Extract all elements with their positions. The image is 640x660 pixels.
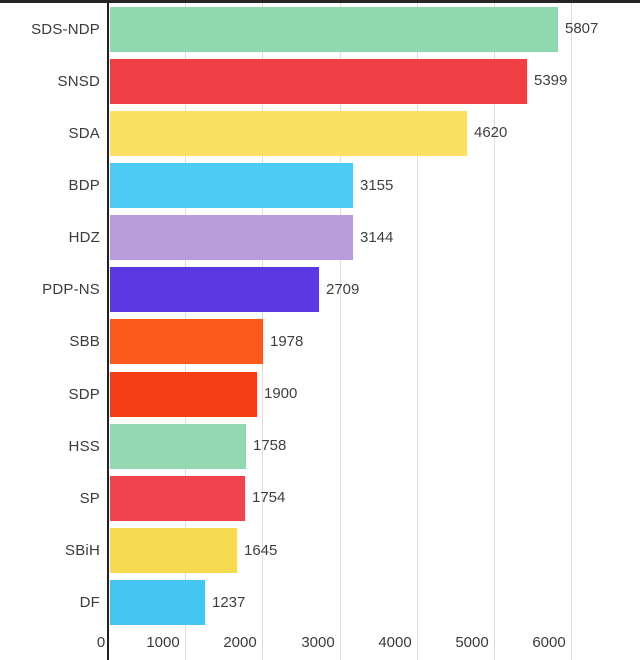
category-label: HDZ	[68, 229, 100, 247]
gridline-4000	[417, 3, 418, 660]
bar-row-sds-ndp: SDS-NDP 5807	[0, 3, 640, 55]
category-label: HSS	[68, 437, 100, 455]
bar-pdp-ns[interactable]	[110, 267, 319, 313]
x-tick-0: 0	[96, 634, 106, 651]
category-label: SBiH	[65, 542, 100, 560]
x-tick-3000: 3000	[301, 634, 335, 651]
value-label: 1237	[212, 593, 246, 611]
category-label: PDP-NS	[42, 281, 100, 299]
x-tick-1000: 1000	[146, 634, 180, 651]
category-label: SDP	[68, 385, 100, 403]
bar-df[interactable]	[110, 580, 205, 626]
category-label: SDS-NDP	[31, 20, 100, 38]
top-border	[0, 0, 640, 3]
gridline-5000	[494, 3, 495, 660]
y-axis-line	[107, 0, 109, 660]
bar-hdz[interactable]	[110, 215, 353, 261]
x-tick-5000: 5000	[455, 634, 489, 651]
value-label: 1978	[270, 332, 304, 350]
category-label: SP	[79, 489, 100, 507]
value-label: 5399	[534, 72, 568, 90]
bar-row-snsd: SNSD 5399	[0, 55, 640, 107]
value-label: 2709	[326, 280, 360, 298]
bar-sdp[interactable]	[110, 371, 257, 417]
bar-row-bdp: BDP 3155	[0, 159, 640, 211]
bar-snsd[interactable]	[110, 58, 527, 104]
value-label: 5807	[565, 20, 599, 38]
category-label: SNSD	[57, 72, 100, 90]
bar-row-df: DF 1237	[0, 577, 640, 629]
bar-row-sdp: SDP 1900	[0, 368, 640, 420]
value-label: 1758	[253, 437, 287, 455]
x-tick-6000: 6000	[532, 634, 566, 651]
value-label: 3144	[360, 228, 394, 246]
bar-row-hdz: HDZ 3144	[0, 212, 640, 264]
gridline-3000	[340, 3, 341, 660]
x-tick-2000: 2000	[223, 634, 257, 651]
gridline-6000	[571, 3, 572, 660]
x-tick-4000: 4000	[378, 634, 412, 651]
category-label: SBB	[69, 333, 100, 351]
value-label: 3155	[360, 176, 394, 194]
value-label: 1900	[264, 385, 298, 403]
value-label: 1645	[244, 541, 278, 559]
bar-sda[interactable]	[110, 110, 467, 156]
bar-row-sbb: SBB 1978	[0, 316, 640, 368]
bar-sp[interactable]	[110, 475, 245, 521]
bar-bdp[interactable]	[110, 163, 353, 208]
bar-row-sp: SP 1754	[0, 472, 640, 524]
bar-sbih[interactable]	[110, 528, 237, 574]
bar-row-sbih: SBiH 1645	[0, 525, 640, 577]
category-label: BDP	[68, 177, 100, 194]
category-label: DF	[79, 594, 100, 612]
bar-row-sda: SDA 4620	[0, 107, 640, 159]
value-label: 1754	[252, 489, 286, 507]
category-label: SDA	[68, 124, 100, 142]
value-label: 4620	[474, 124, 508, 142]
bar-hss[interactable]	[110, 423, 246, 469]
bar-sbb[interactable]	[110, 319, 263, 365]
bar-row-hss: HSS 1758	[0, 420, 640, 472]
bar-sds-ndp[interactable]	[110, 6, 558, 52]
bar-row-pdp-ns: PDP-NS 2709	[0, 264, 640, 316]
